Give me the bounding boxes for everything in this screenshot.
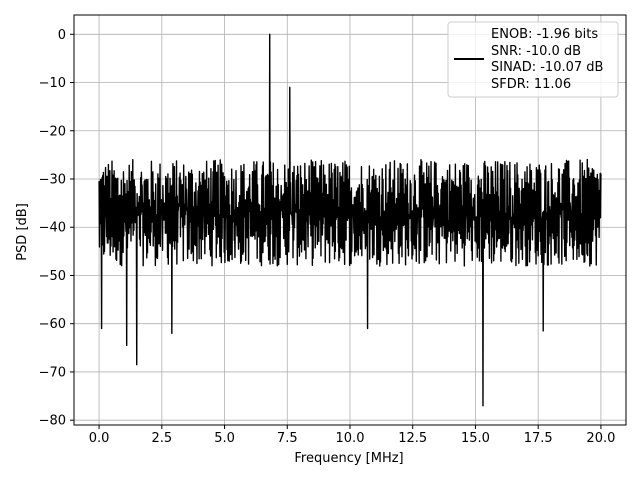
legend-line-sfdr: SFDR: 11.06 xyxy=(491,77,571,92)
x-tick-label: 10.0 xyxy=(336,431,365,446)
x-tick-label: 20.0 xyxy=(586,431,615,446)
x-axis-ticks: 0.0 2.5 5.0 7.5 10.0 12.5 15.0 17.5 20.0 xyxy=(89,425,615,446)
y-tick-label: −80 xyxy=(39,414,66,429)
x-tick-label: 15.0 xyxy=(461,431,490,446)
y-tick-label: −40 xyxy=(39,221,66,236)
y-axis-ticks: 0 −10 −20 −30 −40 −50 −60 −70 −80 xyxy=(39,28,74,429)
legend-line-sinad: SINAD: -10.07 dB xyxy=(491,60,603,75)
x-tick-label: 5.0 xyxy=(214,431,235,446)
y-tick-label: −70 xyxy=(39,365,66,380)
x-tick-label: 12.5 xyxy=(398,431,427,446)
y-tick-label: −20 xyxy=(39,124,66,139)
y-tick-label: −60 xyxy=(39,317,66,332)
series-layer xyxy=(98,33,602,407)
y-tick-label: 0 xyxy=(58,28,66,43)
x-axis-label: Frequency [MHz] xyxy=(294,451,403,466)
legend-box xyxy=(447,21,619,98)
x-tick-label: 0.0 xyxy=(89,431,110,446)
x-tick-label: 17.5 xyxy=(524,431,553,446)
psd-series-line xyxy=(98,33,602,407)
legend-line-enob: ENOB: -1.96 bits xyxy=(491,27,598,42)
y-tick-label: −10 xyxy=(39,76,66,91)
x-tick-label: 7.5 xyxy=(277,431,298,446)
y-tick-label: −30 xyxy=(39,173,66,188)
legend-line-snr: SNR: -10.0 dB xyxy=(491,44,581,59)
x-tick-label: 2.5 xyxy=(151,431,172,446)
y-tick-label: −50 xyxy=(39,269,66,284)
legend: ENOB: -1.96 bits SNR: -10.0 dB SINAD: -1… xyxy=(447,21,619,98)
y-axis-label: PSD [dB] xyxy=(15,203,30,261)
